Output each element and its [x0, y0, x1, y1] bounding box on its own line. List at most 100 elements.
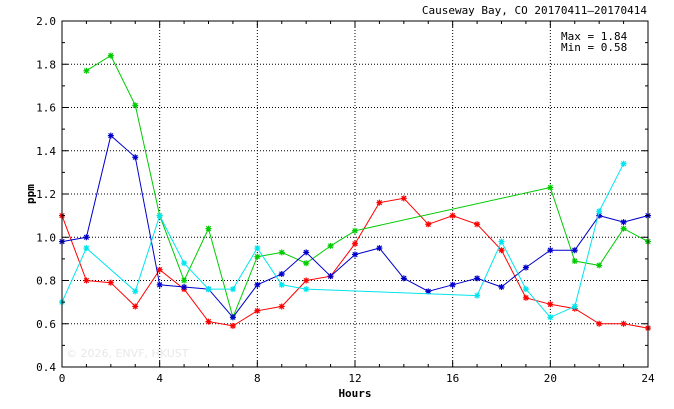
series-1 — [59, 195, 651, 332]
data-point-marker — [352, 227, 358, 234]
data-point-marker — [107, 132, 114, 139]
data-point-marker — [132, 154, 139, 161]
data-point-marker — [425, 288, 432, 295]
data-point-marker — [425, 221, 432, 228]
data-point-marker — [596, 208, 603, 215]
data-point-marker — [400, 275, 407, 282]
data-point-marker — [83, 67, 90, 74]
axis-ticks: 0 4 8 12 16 20 24 0.4 0.6 0.8 1.0 1.2 1.4 1.6 1.8 2.0 — [36, 15, 655, 385]
x-tick-label: 12 — [348, 372, 361, 385]
x-tick-label: 20 — [544, 372, 557, 385]
data-point-marker — [254, 307, 261, 314]
data-point-marker — [107, 52, 114, 59]
data-point-marker — [352, 251, 358, 258]
data-point-marker — [571, 258, 578, 265]
x-tick-label: 4 — [156, 372, 163, 385]
data-point-marker — [83, 234, 90, 241]
data-point-marker — [376, 245, 383, 252]
data-point-marker — [229, 286, 236, 293]
data-point-marker — [205, 318, 212, 325]
data-point-marker — [132, 303, 139, 310]
y-tick-label: 0.6 — [36, 318, 56, 331]
x-tick-label: 24 — [641, 372, 655, 385]
data-point-marker — [278, 281, 285, 288]
series-4 — [59, 160, 627, 321]
data-point-marker — [303, 277, 310, 284]
data-point-marker — [303, 260, 310, 267]
data-point-marker — [571, 247, 578, 254]
x-tick-label: 0 — [59, 372, 66, 385]
y-tick-label: 0.8 — [36, 275, 56, 288]
data-point-marker — [254, 281, 261, 288]
data-point-marker — [596, 262, 603, 269]
data-point-marker — [620, 320, 627, 327]
data-point-marker — [181, 283, 188, 290]
max-annotation: Max = 1.84 — [561, 30, 628, 43]
data-point-marker — [474, 292, 481, 299]
data-point-marker — [83, 245, 90, 252]
data-point-marker — [205, 286, 212, 293]
data-point-marker — [278, 271, 285, 278]
data-point-marker — [278, 249, 285, 256]
data-point-marker — [498, 247, 505, 254]
y-axis-label: ppm — [24, 184, 37, 204]
series-layer — [59, 52, 651, 332]
data-point-marker — [156, 212, 163, 219]
watermark: © 2026, ENVF, HKUST — [66, 347, 189, 360]
data-point-marker — [254, 245, 261, 252]
data-point-marker — [449, 281, 456, 288]
grid-lines — [62, 21, 648, 367]
x-axis-label: Hours — [338, 387, 371, 400]
data-point-marker — [522, 286, 529, 293]
y-tick-label: 1.2 — [36, 188, 56, 201]
data-point-marker — [620, 225, 627, 232]
data-point-marker — [327, 273, 334, 280]
data-point-marker — [400, 195, 407, 202]
y-tick-label: 1.8 — [36, 58, 56, 71]
data-point-marker — [229, 314, 236, 321]
data-point-marker — [303, 249, 310, 256]
data-point-marker — [620, 160, 627, 167]
y-tick-label: 0.4 — [36, 361, 56, 374]
data-point-marker — [571, 303, 578, 310]
data-point-marker — [498, 283, 505, 290]
data-point-marker — [181, 277, 188, 284]
x-tick-label: 8 — [254, 372, 261, 385]
data-point-marker — [547, 247, 554, 254]
data-point-marker — [596, 320, 603, 327]
chart-title: Causeway Bay, CO 20170411–20170414 — [422, 4, 648, 17]
data-point-marker — [229, 322, 236, 329]
data-point-marker — [327, 242, 334, 249]
y-tick-label: 1.6 — [36, 102, 56, 115]
data-point-marker — [83, 277, 90, 284]
data-point-marker — [303, 286, 310, 293]
series-line — [61, 163, 625, 318]
data-point-marker — [449, 212, 456, 219]
data-point-marker — [132, 102, 139, 109]
min-annotation: Min = 0.58 — [561, 41, 627, 54]
data-point-marker — [620, 219, 627, 226]
y-tick-label: 2.0 — [36, 15, 56, 28]
data-point-marker — [547, 314, 554, 321]
data-point-marker — [474, 221, 481, 228]
data-point-marker — [205, 225, 212, 232]
data-point-marker — [498, 238, 505, 245]
data-point-marker — [474, 275, 481, 282]
data-point-marker — [522, 264, 529, 271]
data-point-marker — [278, 303, 285, 310]
data-point-marker — [107, 279, 114, 286]
data-point-marker — [547, 184, 554, 191]
data-point-marker — [547, 301, 554, 308]
data-point-marker — [522, 294, 529, 301]
x-tick-label: 16 — [446, 372, 459, 385]
series-2 — [83, 52, 651, 321]
data-point-marker — [156, 266, 163, 273]
data-point-marker — [254, 253, 261, 260]
y-tick-label: 1.4 — [36, 145, 56, 158]
y-tick-label: 1.0 — [36, 231, 56, 244]
data-point-marker — [376, 199, 383, 206]
data-point-marker — [352, 240, 358, 247]
data-point-marker — [132, 288, 139, 295]
data-point-marker — [181, 260, 188, 267]
